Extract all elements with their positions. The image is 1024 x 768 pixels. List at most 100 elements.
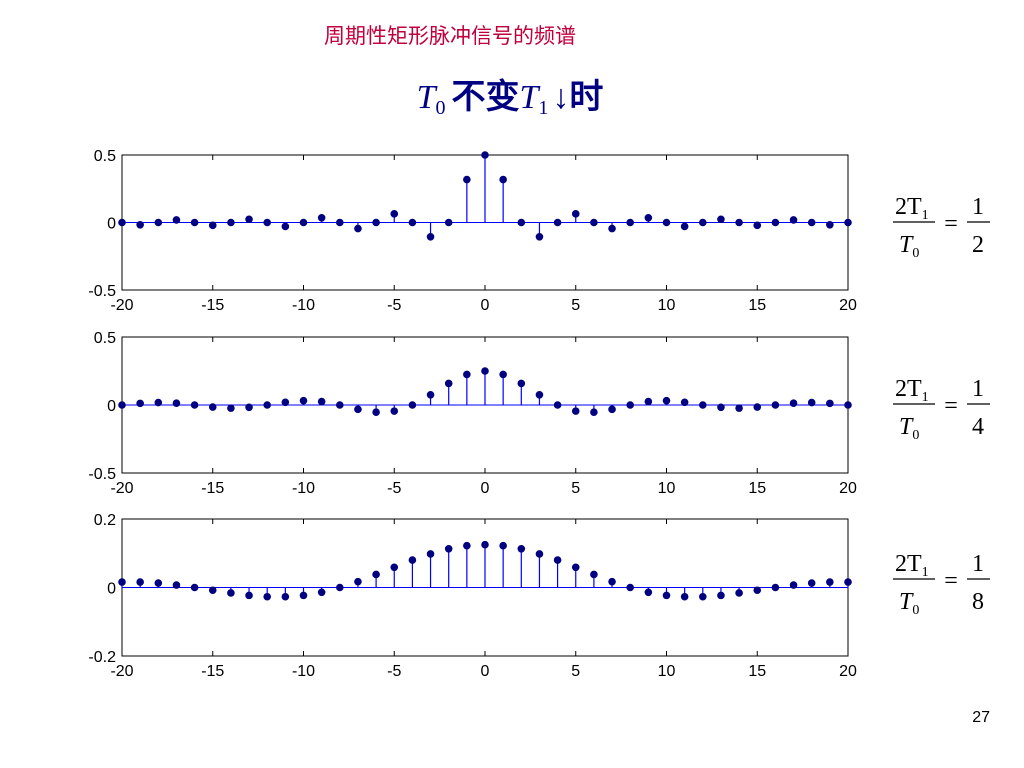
stem-marker (535, 233, 544, 241)
x-tick-label: 20 (839, 297, 857, 314)
stem-marker (426, 550, 435, 558)
stem-marker (336, 583, 344, 592)
stem-marker (336, 218, 344, 227)
y-tick-label: 0.5 (94, 330, 116, 347)
ratio-numerator: 1 (972, 376, 984, 402)
stem-marker (317, 588, 326, 597)
subtitle-part: 0 (436, 97, 446, 119)
x-tick-label: -20 (110, 663, 133, 680)
y-tick-label: 0.2 (94, 512, 116, 529)
stem-marker (626, 583, 635, 592)
stem-marker (372, 570, 380, 579)
stem-marker (372, 218, 380, 227)
stem-marker (771, 583, 780, 592)
x-tick-label: 10 (658, 297, 676, 314)
stem-marker (354, 577, 362, 586)
stem-marker (227, 404, 235, 412)
y-tick-label: 0 (107, 581, 116, 598)
x-tick-label: 5 (571, 297, 580, 314)
stem-marker (644, 397, 653, 406)
denominator-part: 0 (912, 246, 919, 261)
stem-marker (499, 370, 507, 379)
ratio-denominator: 8 (972, 589, 984, 615)
denominator: T0 (899, 232, 919, 261)
stem-marker (245, 403, 253, 412)
subtitle-part: ↓时 (552, 78, 603, 116)
stem-marker (826, 399, 834, 408)
stem-marker (208, 586, 217, 595)
x-tick-label: 10 (658, 663, 676, 680)
stem-marker (535, 391, 544, 399)
stem-marker (136, 578, 144, 586)
x-tick-label: 20 (839, 663, 857, 680)
subtitle: T0 不变T1 ↓时 (417, 78, 604, 119)
stem-marker (571, 407, 580, 415)
numerator: 2T1 (895, 194, 929, 223)
stem-marker (844, 401, 852, 409)
stem-marker (771, 218, 780, 227)
numerator-part: 2T (895, 194, 922, 220)
stem-marker (717, 591, 725, 600)
equals: = (944, 211, 958, 237)
stem-marker (771, 401, 780, 409)
ratio-denominator: 2 (972, 232, 984, 258)
stem-marker (317, 213, 326, 222)
denominator-part: T (899, 232, 914, 258)
x-tick-label: 15 (748, 297, 766, 314)
stem-marker (372, 408, 380, 417)
page-number: 27 (972, 709, 990, 726)
stem-marker (608, 577, 616, 586)
numerator-part: 1 (922, 208, 929, 223)
stem-marker (789, 399, 798, 408)
stem-marker (281, 222, 290, 231)
x-tick-label: -10 (292, 663, 315, 680)
stem-marker (680, 398, 689, 407)
stem-marker (463, 541, 471, 550)
stem-marker (463, 370, 471, 379)
stem-marker (299, 218, 308, 227)
stem-marker (826, 220, 834, 229)
stem-marker (172, 399, 181, 408)
stem-marker (390, 407, 399, 415)
x-tick-label: 10 (658, 480, 676, 497)
stem-marker (662, 396, 671, 405)
stem-marker (662, 218, 671, 227)
numerator-part: 2T (895, 376, 922, 402)
stem-marker (644, 588, 653, 597)
stem-marker (608, 224, 616, 233)
stem-marker (317, 397, 326, 406)
stem-marker (281, 398, 290, 407)
subtitle-part: T (417, 79, 438, 116)
x-tick-label: -20 (110, 480, 133, 497)
slide-title: 周期性矩形脉冲信号的频谱 (324, 25, 576, 48)
stem-marker (735, 589, 743, 597)
stem-marker (426, 391, 435, 399)
stem-marker (408, 401, 417, 409)
stem-marker (807, 398, 816, 407)
stem-marker (735, 218, 743, 227)
stem-marker (535, 550, 544, 558)
x-tick-label: 5 (571, 663, 580, 680)
x-tick-label: -15 (201, 297, 224, 314)
stem-marker (263, 218, 272, 227)
stem-marker (499, 541, 507, 550)
y-tick-label: -0.2 (88, 649, 116, 666)
denominator-part: T (899, 414, 914, 440)
stem-marker (190, 583, 199, 592)
numerator-part: 1 (922, 390, 929, 405)
stem-marker (608, 405, 616, 414)
stem-marker (517, 544, 526, 553)
stem-marker (553, 218, 562, 227)
stem-marker (735, 404, 743, 412)
stem-marker (753, 403, 762, 411)
stem-marker (263, 592, 272, 601)
stem-marker (481, 540, 489, 549)
stem-marker (481, 367, 489, 375)
stem-marker (154, 398, 163, 407)
stem-marker (154, 579, 163, 587)
stem-marker (844, 218, 852, 227)
stem-marker (136, 220, 144, 229)
x-tick-label: 0 (481, 480, 490, 497)
x-tick-label: -5 (387, 663, 401, 680)
